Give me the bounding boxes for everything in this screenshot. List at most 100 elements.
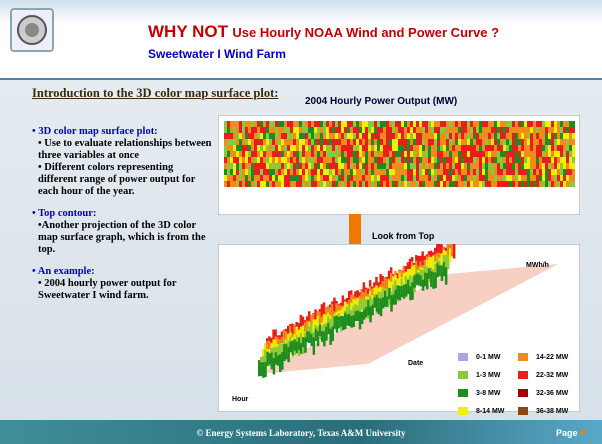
heat-cell (521, 169, 524, 175)
heat-cell (458, 121, 461, 127)
heat-cell (551, 169, 554, 175)
heat-cell (422, 139, 425, 145)
heat-cell (332, 133, 335, 139)
heat-cell (392, 139, 395, 145)
heat-cell (539, 163, 542, 169)
heat-cell (551, 151, 554, 157)
heat-cell (350, 163, 353, 169)
heat-cell (395, 145, 398, 151)
heat-cell (362, 145, 365, 151)
heat-cell (230, 121, 233, 127)
heat-cell (314, 157, 317, 163)
heat-cell (320, 163, 323, 169)
heat-cell (449, 139, 452, 145)
heat-cell (374, 145, 377, 151)
heat-cell (569, 121, 572, 127)
heat-cell (467, 163, 470, 169)
heat-cell (350, 175, 353, 181)
heat-cell (299, 121, 302, 127)
heat-cell (473, 145, 476, 151)
heat-cell (464, 163, 467, 169)
heat-cell (446, 139, 449, 145)
heat-cell (548, 163, 551, 169)
heat-cell (491, 175, 494, 181)
heat-cell (482, 175, 485, 181)
heat-cell (224, 139, 227, 145)
heat-cell (566, 175, 569, 181)
heat-cell (275, 133, 278, 139)
heat-cell (476, 157, 479, 163)
heat-cell (449, 127, 452, 133)
heat-cell (227, 169, 230, 175)
heat-cell (389, 175, 392, 181)
heat-cell (413, 139, 416, 145)
heat-cell (374, 121, 377, 127)
heat-cell (368, 139, 371, 145)
heat-cell (422, 133, 425, 139)
heat-cell (566, 163, 569, 169)
heat-cell (416, 181, 419, 187)
heat-cell (563, 133, 566, 139)
heat-cell (446, 169, 449, 175)
heat-cell (281, 175, 284, 181)
heat-cell (500, 145, 503, 151)
heat-cell (434, 151, 437, 157)
heat-cell (563, 151, 566, 157)
heat-cell (332, 169, 335, 175)
heat-cell (512, 121, 515, 127)
heat-cell (467, 169, 470, 175)
heat-cell (524, 175, 527, 181)
heat-cell (530, 151, 533, 157)
heat-cell (302, 163, 305, 169)
heat-cell (380, 175, 383, 181)
heat-cell (350, 133, 353, 139)
heat-cell (443, 157, 446, 163)
heat-cell (317, 169, 320, 175)
heat-cell (368, 157, 371, 163)
heat-cell (446, 127, 449, 133)
heat-cell (329, 145, 332, 151)
heat-cell (449, 181, 452, 187)
heat-cell (272, 145, 275, 151)
heat-cell (224, 163, 227, 169)
page-number: 6 (580, 428, 585, 438)
heat-cell (287, 181, 290, 187)
heat-cell (518, 145, 521, 151)
heat-cell (461, 133, 464, 139)
heat-cell (515, 157, 518, 163)
heat-cell (485, 139, 488, 145)
heat-cell (374, 151, 377, 157)
heat-cell (275, 181, 278, 187)
heat-cell (539, 169, 542, 175)
heat-cell (545, 163, 548, 169)
heat-cell (236, 163, 239, 169)
heat-cell (422, 175, 425, 181)
heat-cell (431, 151, 434, 157)
heat-cell (491, 181, 494, 187)
heat-cell (503, 145, 506, 151)
heat-cell (437, 163, 440, 169)
heat-cell (548, 175, 551, 181)
heat-cell (278, 175, 281, 181)
heat-cell (455, 157, 458, 163)
heat-cell (485, 175, 488, 181)
heat-cell (545, 169, 548, 175)
heat-cell (248, 127, 251, 133)
heat-cell (365, 145, 368, 151)
heat-cell (293, 121, 296, 127)
heat-cell (272, 169, 275, 175)
heat-cell (524, 133, 527, 139)
heat-cell (272, 121, 275, 127)
heat-cell (227, 139, 230, 145)
heat-cell (335, 163, 338, 169)
heat-cell (377, 127, 380, 133)
heat-cell (545, 175, 548, 181)
heat-cell (521, 157, 524, 163)
heat-cell (542, 175, 545, 181)
heat-cell (269, 169, 272, 175)
heat-cell (359, 145, 362, 151)
heat-cell (557, 157, 560, 163)
heat-cell (320, 175, 323, 181)
heat-cell (326, 163, 329, 169)
heat-cell (341, 145, 344, 151)
